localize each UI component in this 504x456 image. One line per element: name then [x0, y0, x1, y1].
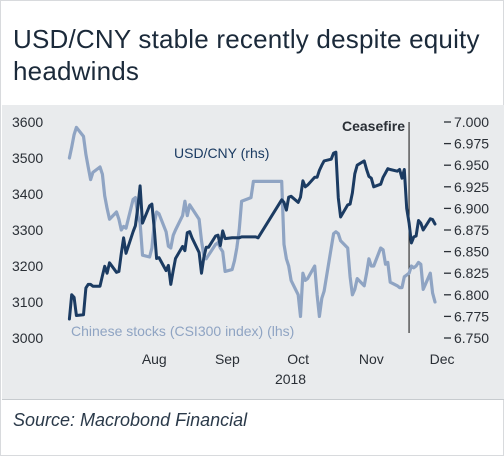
left-tick-label: 3400 [12, 186, 43, 202]
x-year-label: 2018 [275, 371, 306, 387]
source-note: Source: Macrobond Financial [13, 410, 248, 430]
right-tick-label: 6.775 [454, 308, 489, 324]
right-tick-label: 6.800 [454, 287, 489, 303]
right-tick-label: 6.875 [454, 222, 489, 238]
x-tick-label: Aug [142, 351, 167, 367]
right-tick-label: 6.850 [454, 244, 489, 260]
x-tick-label: Oct [287, 351, 309, 367]
left-tick-label: 3500 [12, 150, 43, 166]
x-axis-ticks: Aug Sep Oct Nov Dec 2018 [142, 351, 455, 387]
left-axis-ticks: 3000 3100 3200 3300 3400 3500 3600 [12, 114, 43, 346]
csi300-series-label: Chinese stocks (CSI300 index) (lhs) [71, 323, 294, 339]
x-tick-label: Dec [430, 351, 455, 367]
chart-panel: 3000 3100 3200 3300 3400 3500 3600 6.750 6.775 6… [2, 105, 504, 399]
x-tick-label: Nov [359, 351, 384, 367]
csi300-line [67, 125, 437, 318]
right-tick-label: 6.975 [454, 136, 489, 152]
left-tick-label: 3300 [12, 222, 43, 238]
ceasefire-label: Ceasefire [342, 118, 405, 134]
chart-title: USD/CNY stable recently despite equity h… [13, 24, 480, 86]
right-tick-label: 6.825 [454, 265, 489, 281]
left-tick-label: 3000 [12, 330, 43, 346]
usdcny-series-label: USD/CNY (rhs) [174, 145, 269, 161]
left-tick-label: 3200 [12, 258, 43, 274]
series-labels: USD/CNY (rhs) Chinese stocks (CSI300 inde… [71, 145, 294, 339]
right-tick-label: 6.950 [454, 157, 489, 173]
right-tick-label: 6.900 [454, 200, 489, 216]
source-divider [2, 399, 504, 400]
x-tick-label: Sep [215, 351, 240, 367]
ceasefire-annotation: Ceasefire [342, 118, 410, 333]
series-lines [67, 125, 437, 321]
right-axis-ticks: 6.750 6.775 6.800 6.825 6.850 6.875 6.900 6.925… [444, 114, 489, 346]
right-tick-label: 6.750 [454, 330, 489, 346]
left-tick-label: 3100 [12, 294, 43, 310]
usdcny-line [67, 150, 437, 321]
right-tick-label: 7.000 [454, 114, 489, 130]
left-tick-label: 3600 [12, 114, 43, 130]
right-tick-label: 6.925 [454, 179, 489, 195]
